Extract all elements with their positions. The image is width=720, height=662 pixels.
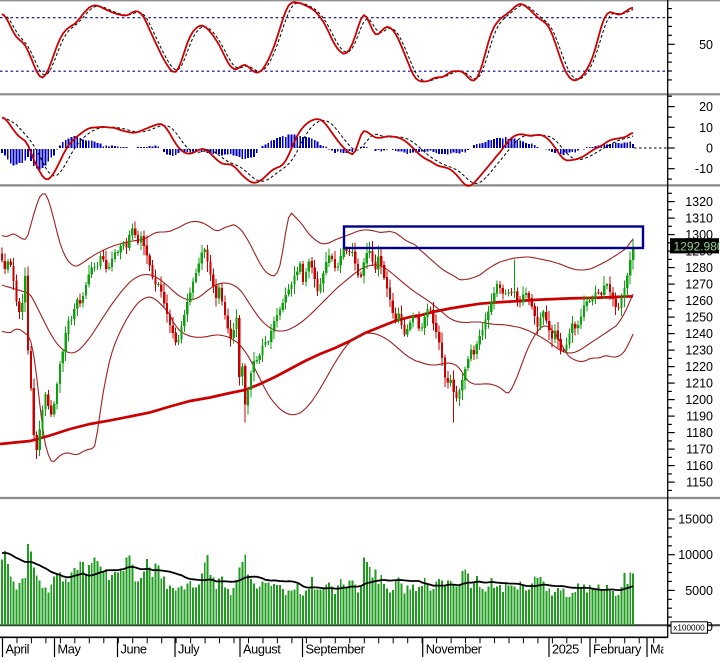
svg-text:November: November — [426, 642, 483, 657]
svg-text:20: 20 — [699, 100, 713, 114]
svg-text:1150: 1150 — [686, 476, 713, 490]
svg-text:5000: 5000 — [685, 584, 713, 598]
svg-text:1320: 1320 — [685, 195, 713, 209]
svg-text:1250: 1250 — [685, 311, 713, 325]
svg-text:1310: 1310 — [685, 212, 713, 226]
svg-text:50: 50 — [699, 38, 713, 52]
svg-text:May: May — [58, 642, 82, 657]
svg-text:February: February — [593, 642, 642, 657]
svg-text:April: April — [6, 642, 30, 657]
svg-text:1260: 1260 — [685, 294, 713, 308]
svg-text:1180: 1180 — [686, 426, 713, 440]
svg-text:1270: 1270 — [685, 278, 713, 292]
svg-text:1200: 1200 — [685, 393, 713, 407]
svg-text:1210: 1210 — [685, 377, 713, 391]
svg-text:15000: 15000 — [678, 513, 713, 527]
svg-text:1292.980: 1292.980 — [674, 239, 720, 253]
svg-text:1230: 1230 — [685, 344, 713, 358]
svg-text:1240: 1240 — [685, 327, 713, 341]
svg-text:-10: -10 — [695, 162, 713, 176]
svg-text:2025: 2025 — [552, 642, 579, 657]
svg-text:1160: 1160 — [686, 459, 713, 473]
svg-text:June: June — [121, 642, 147, 657]
svg-text:July: July — [178, 642, 200, 657]
svg-text:September: September — [306, 642, 366, 657]
svg-text:1220: 1220 — [685, 360, 713, 374]
svg-text:1170: 1170 — [686, 443, 713, 457]
svg-text:x100000: x100000 — [673, 624, 705, 633]
svg-text:10: 10 — [699, 121, 713, 135]
svg-text:0: 0 — [706, 142, 713, 156]
svg-text:10000: 10000 — [678, 548, 713, 562]
svg-text:1190: 1190 — [686, 410, 713, 424]
svg-text:August: August — [243, 642, 281, 657]
svg-text:1280: 1280 — [685, 261, 713, 275]
